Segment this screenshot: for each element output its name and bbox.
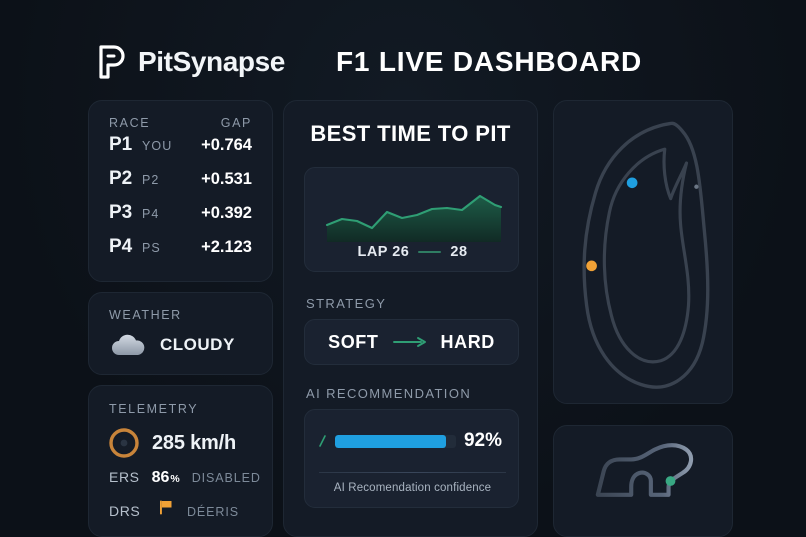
confidence-progress-bar: [335, 434, 456, 448]
tyre-strategy-card[interactable]: SOFT HARD: [304, 319, 519, 365]
best-time-to-pit-title: BEST TIME TO PIT: [310, 121, 511, 146]
drs-row: DRS DÉERIS: [89, 487, 272, 519]
lap-sparkline-card: LAP 26 28: [304, 167, 519, 272]
lap-dash-icon: [418, 251, 442, 253]
pit-strategy-panel: BEST TIME TO PIT LAP 26 28 STRATEGY: [283, 100, 538, 537]
race-column-header: RACE: [109, 116, 151, 130]
weather-header: WEATHER: [89, 293, 272, 324]
row-position: P1: [109, 134, 133, 155]
ers-row: ERS 86% DISABLED: [89, 458, 272, 487]
ers-value-group: 86%: [152, 469, 180, 487]
row-position: P2: [109, 168, 133, 189]
row-gap: +2.123: [201, 238, 252, 256]
main-circuit-map: [582, 121, 710, 389]
row-position: P4: [109, 236, 133, 257]
table-row[interactable]: P4 PS +2.123: [109, 236, 252, 270]
ai-confidence-card: 92% AI Recomendation confidence: [304, 409, 519, 508]
ers-unit: %: [170, 473, 180, 485]
speed-row: 285 km/h: [89, 418, 272, 458]
mini-track-line: [595, 443, 694, 497]
divider: [319, 472, 506, 473]
confidence-progress-fill: [335, 434, 447, 448]
lap-end: 28: [450, 244, 468, 260]
track-inner-line: [602, 147, 691, 364]
ai-recommendation-label: AI RECOMMENDATION: [306, 386, 472, 401]
row-driver: PS: [142, 241, 161, 255]
row-gap: +0.392: [201, 204, 252, 222]
cloud-icon: [109, 333, 147, 357]
weather-label: WEATHER: [109, 308, 182, 322]
lap-range: LAP 26 28: [305, 244, 518, 260]
speed-gauge-icon: [109, 428, 139, 458]
drs-label: DRS: [109, 503, 141, 519]
ers-label: ERS: [109, 469, 140, 485]
row-position: P3: [109, 202, 133, 223]
ai-confidence-row: 92%: [305, 410, 518, 452]
weather-condition: CLOUDY: [160, 335, 235, 354]
arrow-right-icon: [392, 336, 427, 348]
ai-confidence-caption: AI Recomendation confidence: [333, 482, 492, 494]
sector-circuit-map: [595, 443, 694, 497]
header: PitSynapse F1 LIVE DASHBOARD: [0, 34, 806, 90]
weather-body: CLOUDY: [89, 324, 272, 357]
car-marker-blue[interactable]: [626, 177, 638, 189]
ers-state: DISABLED: [191, 471, 261, 485]
row-gap: +0.531: [201, 170, 252, 188]
drs-state: DÉERIS: [187, 505, 239, 519]
pitsynapse-p-logo-icon: [97, 44, 127, 80]
table-row[interactable]: P3 P4 +0.392: [109, 202, 252, 236]
tyre-from: SOFT: [328, 331, 379, 352]
telemetry-label: TELEMETRY: [109, 402, 199, 416]
flag-icon: [157, 498, 175, 516]
brand: PitSynapse: [97, 34, 285, 90]
ers-value: 86: [151, 469, 170, 486]
lap-start: LAP 26: [357, 244, 410, 260]
strategy-label: STRATEGY: [306, 296, 387, 311]
tyre-to: HARD: [440, 331, 495, 352]
telemetry-panel: TELEMETRY 285 km/h ERS 86% DISABLED DRS: [88, 385, 273, 537]
race-standings-panel: RACE GAP P1 YOU +0.764 P2 P2 +0.531 P3 P…: [88, 100, 273, 282]
sector-marker-green[interactable]: [665, 476, 676, 486]
tick-slash-icon: [318, 434, 327, 448]
row-driver: YOU: [142, 139, 173, 153]
page-title: F1 LIVE DASHBOARD: [336, 46, 643, 77]
gap-column-header: GAP: [220, 116, 252, 130]
race-rows: P1 YOU +0.764 P2 P2 +0.531 P3 P4 +0.392 …: [89, 130, 272, 270]
race-header-row: RACE GAP: [89, 101, 272, 130]
lap-time-area-chart: [325, 194, 503, 242]
row-gap: +0.764: [201, 136, 252, 154]
car-marker-grey[interactable]: [694, 184, 699, 189]
brand-name: PitSynapse: [138, 46, 285, 77]
track-map-panel[interactable]: [553, 100, 733, 404]
row-driver: P2: [142, 173, 160, 187]
table-row[interactable]: P2 P2 +0.531: [109, 168, 252, 202]
speed-value: 285 km/h: [152, 431, 237, 454]
car-marker-orange[interactable]: [586, 260, 597, 272]
telemetry-header: TELEMETRY: [89, 386, 272, 418]
sector-map-panel[interactable]: [553, 425, 733, 537]
table-row[interactable]: P1 YOU +0.764: [109, 134, 252, 168]
row-driver: P4: [142, 207, 160, 221]
confidence-percent: 92%: [463, 430, 502, 451]
track-outer-line: [582, 121, 710, 389]
weather-panel: WEATHER CLOUDY: [88, 292, 273, 375]
